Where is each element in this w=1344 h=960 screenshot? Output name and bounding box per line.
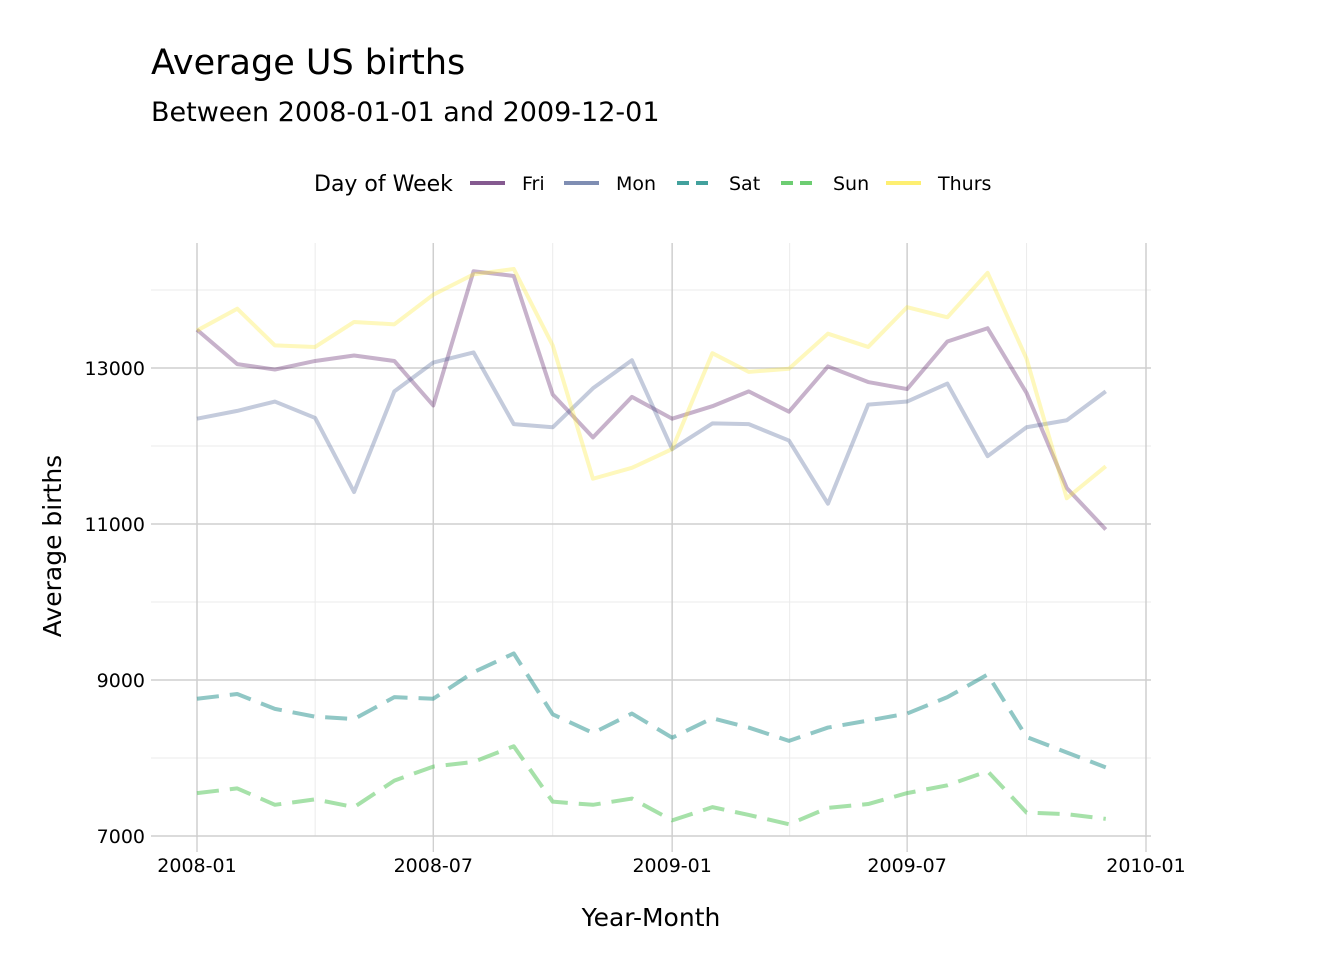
legend-label-mon: Mon [616,173,656,195]
series-layer [195,266,1108,827]
x-tick-label: 2009-01 [632,855,711,877]
chart-subtitle: Between 2008-01-01 and 2009-12-01 [151,97,660,128]
legend-title: Day of Week [314,172,453,197]
series-line-sat [196,651,1107,770]
y-tick-label: 9000 [97,670,145,692]
y-tick-label: 11000 [85,514,145,536]
x-tick-label: 2008-01 [157,855,236,877]
legend-item-fri: Fri [470,173,545,195]
x-axis-title: Year-Month [581,903,721,932]
legend-label-sat: Sat [729,173,760,195]
y-tick-label: 7000 [97,826,145,848]
legend-label-sun: Sun [833,173,869,195]
x-tick-label: 2008-07 [394,855,473,877]
series-line-mon [196,350,1107,506]
legend-item-thurs: Thurs [886,173,991,195]
series-line-fri [195,269,1108,531]
legend-item-sat: Sat [677,173,760,195]
legend-label-thurs: Thurs [937,173,991,195]
series-line-sun [196,744,1106,827]
x-tick-label: 2009-07 [867,855,946,877]
x-tick-label: 2010-01 [1106,855,1185,877]
series-line-thurs [196,266,1108,501]
legend-item-sun: Sun [781,173,869,195]
y-tick-label: 13000 [85,358,145,380]
grid-layer [151,243,1151,837]
chart-title: Average US births [151,43,466,83]
y-axis-title: Average births [38,455,67,637]
legend-label-fri: Fri [522,173,545,195]
legend-item-mon: Mon [564,173,656,195]
axis-layer: 7000 9000 11000 13000 2008-01 2008-07 2009-01 2… [85,358,1186,877]
legend: Day of Week Fri Mon Sat Sun Thurs [314,172,991,197]
